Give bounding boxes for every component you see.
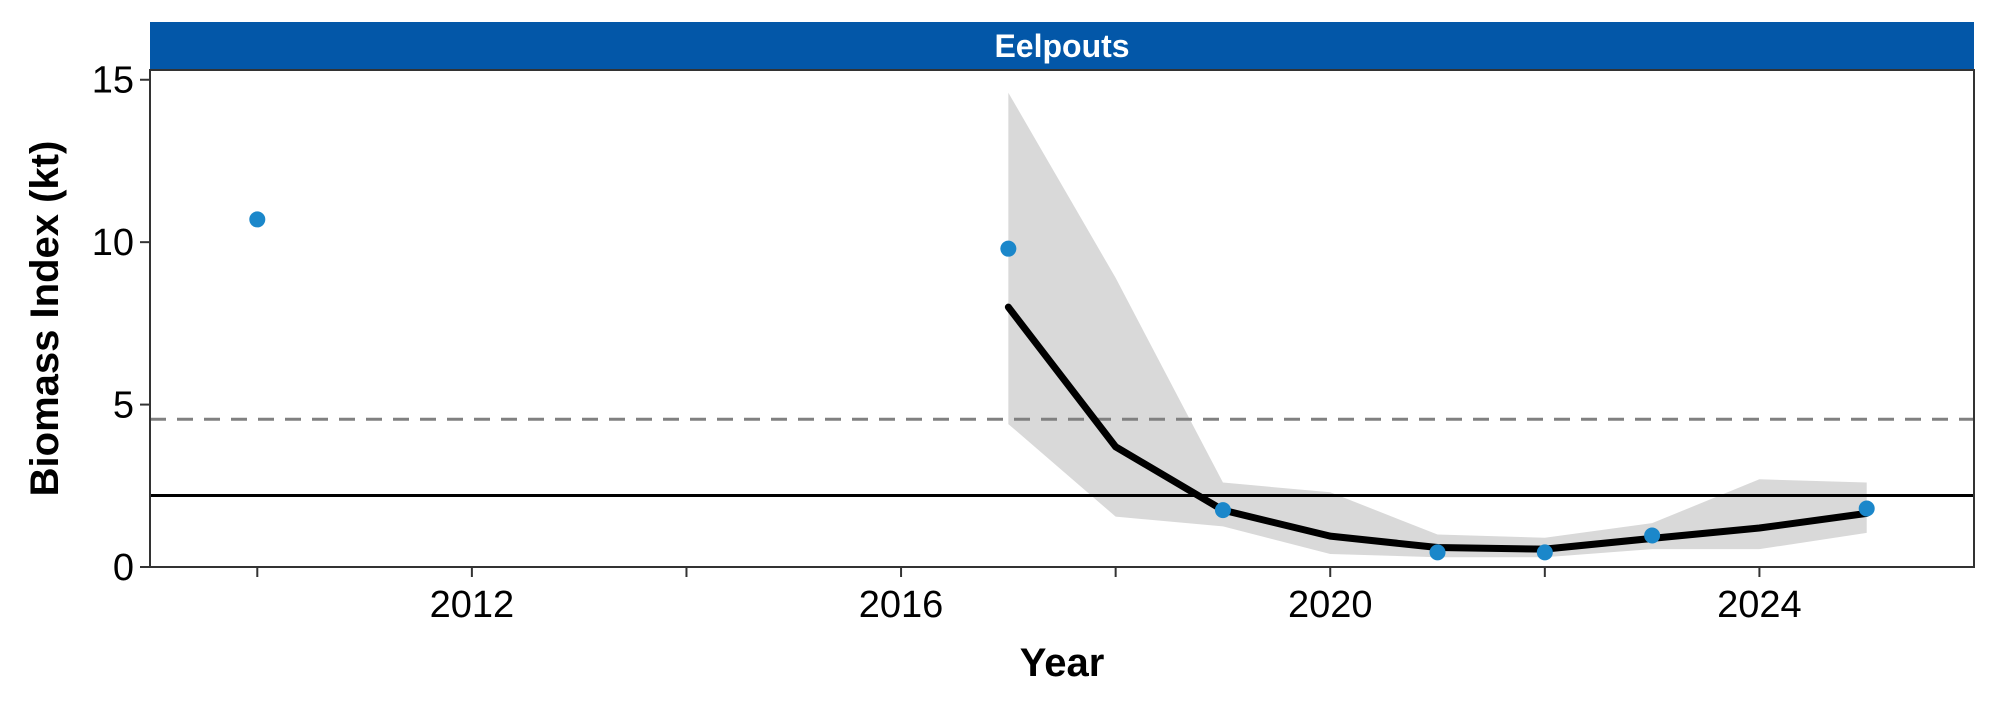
x-tick-label: 2024 (1717, 584, 1802, 626)
data-point (1644, 527, 1661, 544)
data-point (1214, 502, 1231, 519)
facet-strip-label: Eelpouts (994, 28, 1129, 64)
confidence-band (1008, 92, 1867, 558)
x-axis: 2012 2016 2020 2024 (150, 566, 1974, 626)
x-tick-label: 2020 (1288, 584, 1373, 626)
data-point (1429, 544, 1446, 561)
y-tick-label: 15 (92, 60, 134, 102)
data-point (249, 211, 266, 228)
facet-strip-background (150, 22, 1974, 70)
data-points-layer (249, 211, 1875, 561)
reference-lines-layer (150, 417, 1974, 498)
data-point (1000, 240, 1017, 257)
y-tick-label: 5 (113, 385, 134, 427)
facet-strip: Eelpouts (150, 22, 1974, 70)
x-tick-label: 2012 (430, 584, 515, 626)
confidence-band-layer (1008, 92, 1867, 558)
y-axis-title: Biomass Index (kt) (23, 141, 67, 497)
y-axis: 0 5 10 15 (92, 60, 151, 589)
x-axis-title: Year (1020, 641, 1105, 685)
y-tick-label: 0 (113, 547, 134, 589)
y-tick-label: 10 (92, 222, 134, 264)
x-tick-label: 2016 (859, 584, 944, 626)
data-point (1858, 500, 1875, 517)
data-point (1536, 544, 1553, 561)
